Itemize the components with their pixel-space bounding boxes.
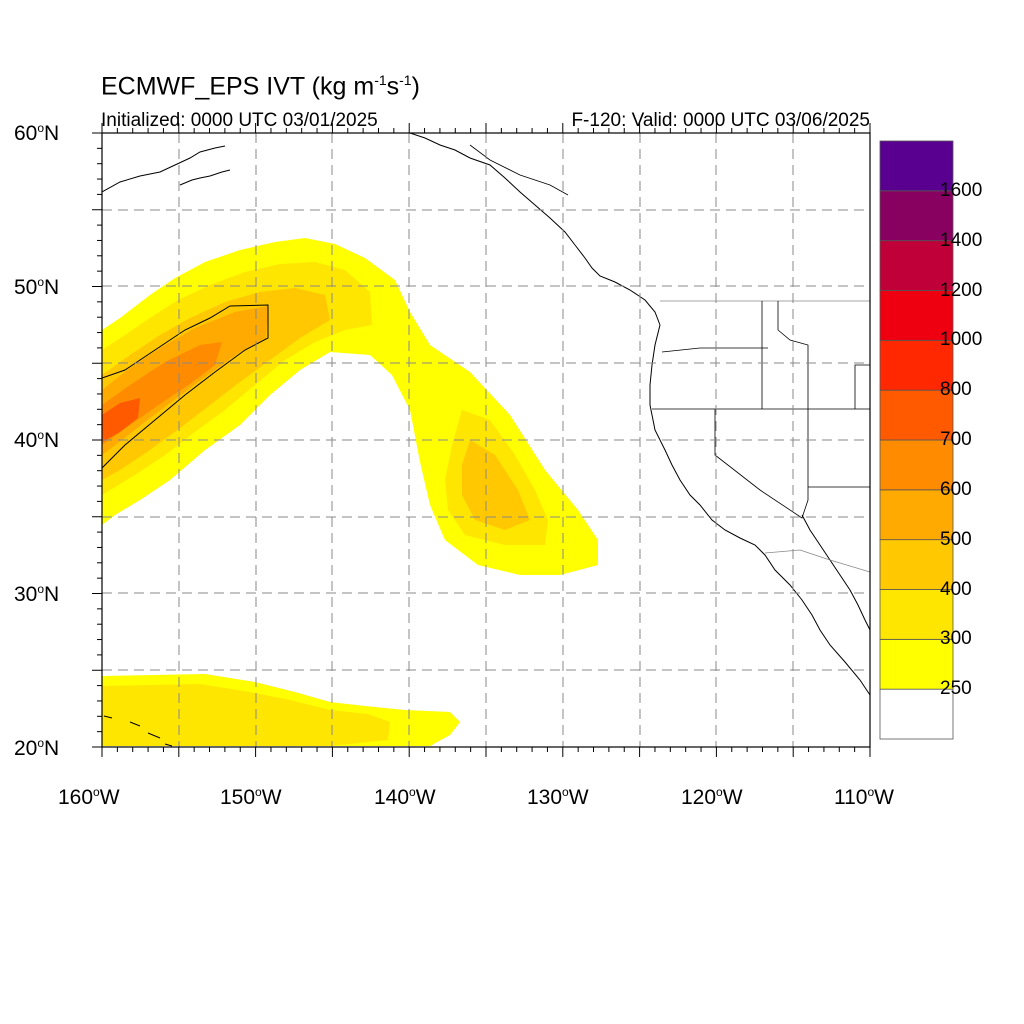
title-mid: s	[386, 72, 400, 101]
bc-coast	[574, 244, 661, 326]
mexico-border	[764, 549, 870, 573]
lon-label-150: 150oW	[220, 785, 282, 809]
lon-label-120: 120oW	[681, 785, 743, 809]
colorbar-swatch	[879, 140, 954, 192]
title-exp1: -1	[374, 72, 387, 88]
init-time: Initialized: 0000 UTC 03/01/2025	[101, 110, 378, 131]
chart-title: ECMWF_EPS IVT (kg m-1s-1)	[101, 72, 420, 101]
colorbar-label: 1200	[940, 279, 983, 301]
title-suffix: )	[411, 72, 420, 101]
lon-label-110: 110oW	[834, 785, 894, 809]
idaho-border	[761, 301, 809, 409]
lon-label-160: 160oW	[58, 785, 120, 809]
coastlines	[102, 133, 870, 747]
baja-gulf	[801, 514, 870, 631]
colorbar	[879, 140, 954, 740]
colorbar-swatch	[879, 539, 954, 590]
axis-ticks	[92, 123, 871, 757]
lat-label-40: 40oN	[14, 428, 60, 452]
colorbar-label: 800	[940, 379, 972, 401]
utah-border	[808, 364, 870, 488]
us-west-coast	[649, 324, 870, 696]
lon-label-130: 130oW	[527, 785, 589, 809]
alaska-coast	[102, 133, 576, 246]
colorbar-label: 600	[940, 478, 972, 500]
ivt-shading	[102, 238, 598, 746]
colorbar-label: 700	[940, 429, 972, 450]
valid-time: F-120: Valid: 0000 UTC 03/06/2025	[571, 110, 870, 131]
colorbar-label: 1000	[940, 329, 983, 351]
lat-label-60: 60oN	[14, 121, 60, 145]
nevada-border	[714, 409, 809, 519]
colorbar-swatch	[879, 489, 954, 541]
ivt-300-south	[102, 684, 390, 746]
colorbar-label: 1400	[940, 229, 983, 251]
political-borders	[469, 144, 870, 573]
title-prefix: ECMWF_EPS IVT (kg m	[101, 72, 375, 101]
title-exp2: -1	[399, 72, 412, 88]
colorbar-label: 1600	[940, 179, 983, 201]
ak-canada-border	[469, 144, 569, 196]
colorbar-label: 250	[940, 678, 972, 700]
hawaii	[103, 715, 173, 747]
colorbar-swatch	[879, 688, 954, 740]
colorbar-swatch	[879, 589, 954, 640]
colorbar-swatch	[879, 339, 954, 391]
lon-label-140: 140oW	[374, 785, 436, 809]
colorbar-label: 400	[940, 578, 972, 600]
colorbar-swatch	[879, 240, 954, 291]
ivt-700-core	[102, 398, 140, 442]
lat-label-50: 50oN	[14, 275, 60, 299]
colorbar-swatch	[879, 638, 954, 690]
ivt-contour	[102, 304, 269, 469]
ivt-400-lobe	[462, 440, 530, 530]
wa-or-border	[661, 347, 768, 353]
colorbar-swatch	[879, 389, 954, 441]
gridlines	[102, 133, 870, 747]
lat-label-30: 30oN	[14, 582, 60, 606]
colorbar-swatch	[879, 190, 954, 242]
lat-label-20: 20oN	[14, 736, 60, 760]
ivt-400-plume	[102, 288, 330, 480]
colorbar-label: 300	[940, 628, 972, 650]
colorbar-label: 500	[940, 528, 972, 550]
